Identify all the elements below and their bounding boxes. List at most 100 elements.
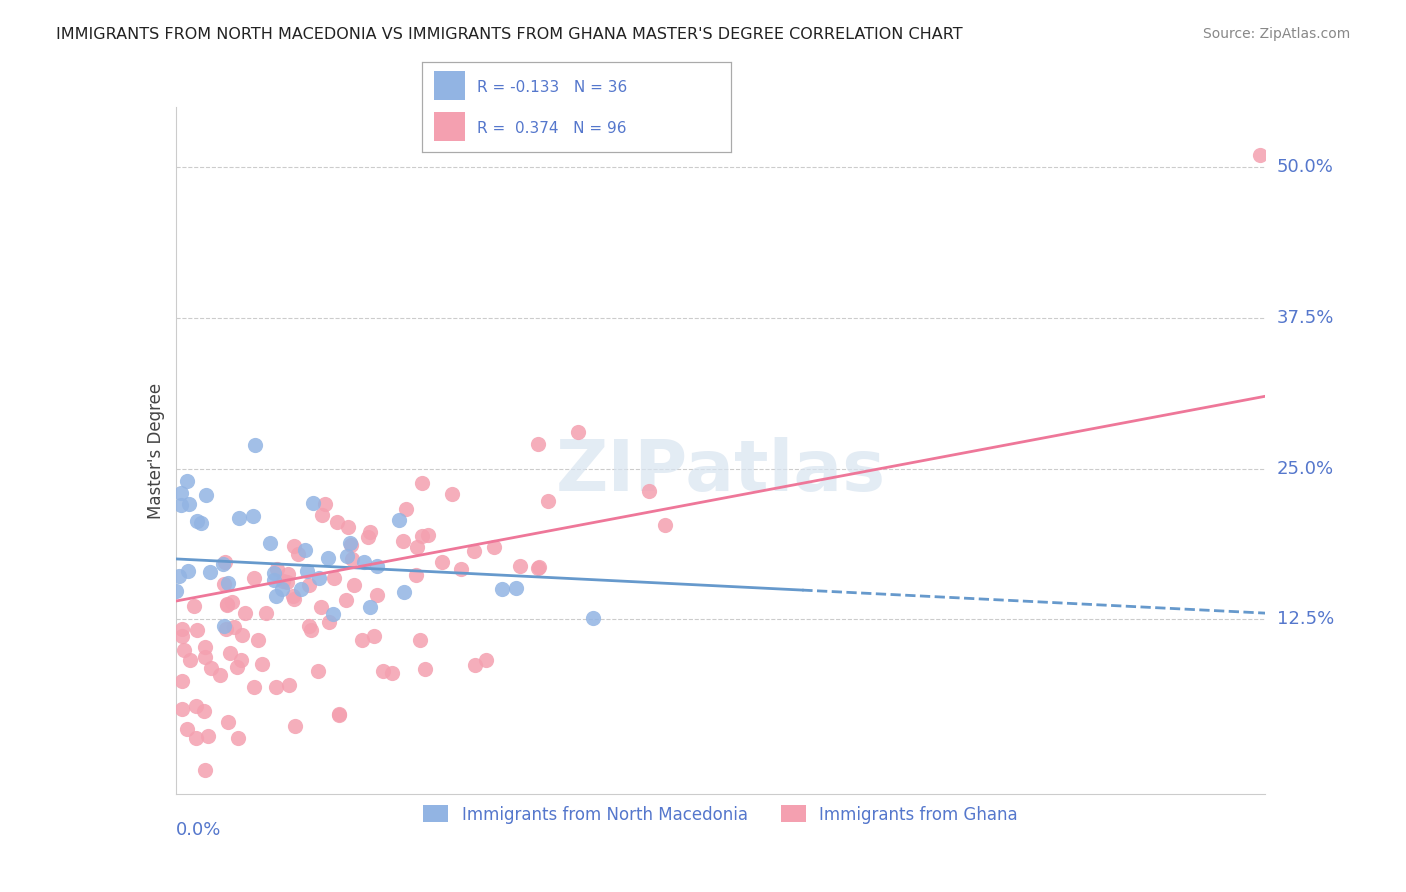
- Point: [165, 584, 187, 599]
- Point: [654, 518, 676, 533]
- Point: [311, 508, 333, 522]
- Point: [167, 569, 190, 583]
- Point: [392, 584, 415, 599]
- Point: [335, 549, 357, 563]
- Point: [283, 539, 305, 553]
- Point: [527, 559, 550, 574]
- Point: [217, 576, 239, 591]
- Point: [194, 488, 217, 502]
- Point: [343, 578, 366, 592]
- Point: [298, 619, 321, 633]
- Point: [214, 619, 236, 633]
- Point: [582, 611, 605, 625]
- Point: [318, 551, 340, 566]
- Point: [366, 588, 388, 602]
- Y-axis label: Master's Degree: Master's Degree: [146, 383, 165, 518]
- Point: [170, 498, 193, 512]
- Point: [170, 702, 193, 716]
- Point: [221, 595, 243, 609]
- Point: [299, 623, 322, 637]
- Point: [271, 574, 294, 589]
- Point: [357, 530, 380, 544]
- Point: [193, 650, 215, 665]
- Point: [183, 599, 205, 613]
- Point: [276, 575, 298, 590]
- Point: [254, 606, 277, 620]
- Point: [176, 723, 198, 737]
- Point: [190, 516, 212, 531]
- Text: 12.5%: 12.5%: [1277, 610, 1334, 628]
- Point: [173, 643, 195, 657]
- Point: [294, 543, 316, 558]
- Point: [363, 629, 385, 643]
- Point: [200, 660, 222, 674]
- Point: [323, 571, 346, 585]
- Point: [366, 559, 388, 574]
- Point: [263, 573, 285, 587]
- Point: [211, 558, 233, 572]
- Point: [415, 662, 437, 676]
- Point: [225, 659, 247, 673]
- Point: [263, 566, 285, 580]
- Point: [350, 632, 373, 647]
- Point: [430, 555, 453, 569]
- Point: [233, 606, 256, 620]
- Point: [242, 680, 264, 694]
- Point: [484, 540, 506, 554]
- Point: [217, 715, 239, 730]
- Point: [259, 535, 281, 549]
- Point: [186, 514, 208, 528]
- Point: [287, 548, 309, 562]
- Point: [278, 678, 301, 692]
- Point: [392, 534, 415, 549]
- Point: [214, 555, 236, 569]
- Point: [301, 496, 323, 510]
- Text: 25.0%: 25.0%: [1277, 459, 1334, 477]
- Text: R =  0.374   N = 96: R = 0.374 N = 96: [478, 121, 627, 136]
- Bar: [434, 112, 465, 141]
- Point: [284, 718, 307, 732]
- Point: [450, 561, 472, 575]
- Point: [527, 436, 550, 450]
- Point: [527, 561, 550, 575]
- Point: [283, 591, 305, 606]
- Point: [509, 559, 531, 574]
- Point: [308, 571, 330, 585]
- Text: Source: ZipAtlas.com: Source: ZipAtlas.com: [1202, 27, 1350, 41]
- Point: [411, 475, 433, 490]
- Point: [277, 566, 299, 581]
- Point: [212, 577, 235, 591]
- Point: [193, 704, 215, 718]
- Text: R = -0.133   N = 36: R = -0.133 N = 36: [478, 80, 627, 95]
- Point: [290, 582, 312, 597]
- Point: [229, 652, 252, 666]
- Point: [170, 673, 193, 688]
- Point: [307, 664, 329, 678]
- Point: [281, 590, 304, 604]
- Point: [215, 598, 238, 612]
- Point: [326, 515, 349, 529]
- Point: [243, 571, 266, 585]
- Point: [309, 599, 332, 614]
- Point: [250, 657, 273, 671]
- Point: [215, 622, 238, 636]
- Point: [264, 589, 287, 603]
- Point: [197, 729, 219, 743]
- Point: [314, 497, 336, 511]
- Point: [170, 485, 193, 500]
- Text: IMMIGRANTS FROM NORTH MACEDONIA VS IMMIGRANTS FROM GHANA MASTER'S DEGREE CORRELA: IMMIGRANTS FROM NORTH MACEDONIA VS IMMIG…: [56, 27, 963, 42]
- Point: [186, 624, 208, 638]
- Point: [387, 513, 409, 527]
- Point: [194, 640, 217, 655]
- Point: [231, 628, 253, 642]
- Point: [416, 528, 439, 542]
- Point: [411, 529, 433, 543]
- Point: [409, 632, 432, 647]
- Point: [463, 543, 485, 558]
- Point: [176, 474, 198, 488]
- Point: [298, 578, 321, 592]
- Point: [335, 593, 357, 607]
- Point: [537, 493, 560, 508]
- Point: [441, 486, 464, 500]
- Point: [340, 538, 363, 552]
